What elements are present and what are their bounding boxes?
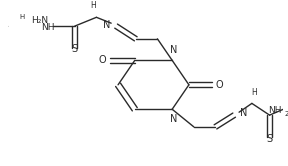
Text: H: H <box>91 1 96 10</box>
Text: S: S <box>266 133 273 143</box>
Text: NH: NH <box>41 23 55 32</box>
Text: N: N <box>103 20 110 30</box>
Text: H₂N: H₂N <box>31 16 48 25</box>
Text: H: H <box>251 87 257 97</box>
Text: 2: 2 <box>285 111 288 117</box>
Text: S: S <box>72 44 78 54</box>
Text: N: N <box>240 108 247 118</box>
Text: A: A <box>8 26 9 27</box>
Text: N: N <box>170 45 178 55</box>
Text: N: N <box>170 114 178 124</box>
Text: O: O <box>216 80 223 90</box>
Text: NH: NH <box>268 106 281 115</box>
Text: O: O <box>98 55 106 65</box>
Text: H: H <box>19 14 24 20</box>
